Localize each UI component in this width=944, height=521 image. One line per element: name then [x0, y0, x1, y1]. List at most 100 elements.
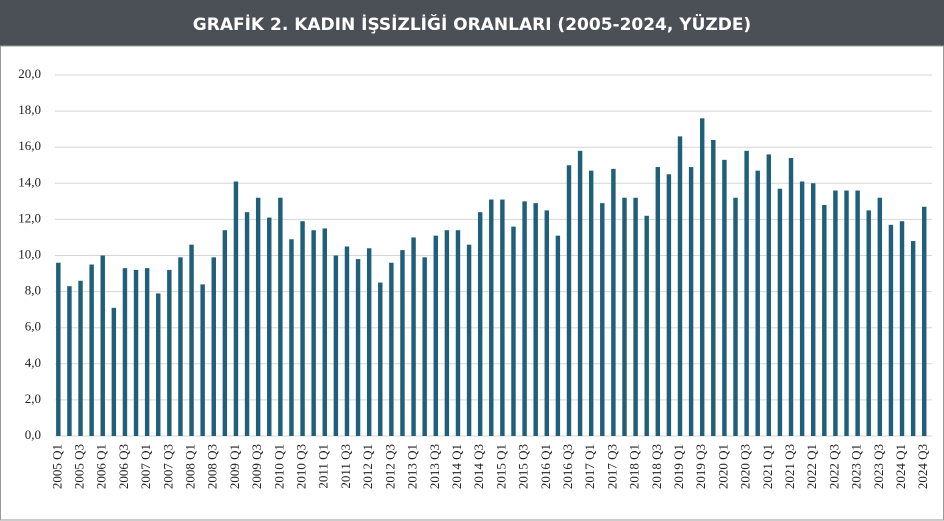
y-tick-label: 14,0 [18, 174, 41, 189]
bar [810, 183, 816, 436]
x-tick-label: 2016 Q1 [538, 444, 553, 489]
bar [400, 250, 405, 436]
bar [622, 197, 627, 436]
bar [533, 203, 538, 436]
x-tick-label: 2024 Q3 [915, 444, 930, 489]
bar [655, 167, 661, 436]
x-tick-label: 2009 Q3 [249, 444, 264, 489]
x-tick-label: 2018 Q1 [627, 444, 642, 489]
x-tick-label: 2022 Q1 [804, 444, 819, 489]
y-tick-label: 20,0 [18, 66, 41, 81]
x-tick-label: 2018 Q3 [649, 444, 664, 489]
bar [666, 174, 672, 436]
x-tick-label: 2017 Q1 [582, 444, 597, 489]
bar [855, 190, 860, 436]
bar [766, 154, 772, 437]
x-tick-label: 2013 Q3 [427, 444, 442, 489]
bar [489, 199, 494, 436]
bar [600, 203, 605, 436]
x-tick-label: 2010 Q1 [271, 444, 286, 489]
x-tick-label: 2015 Q1 [493, 444, 508, 489]
bar [233, 181, 239, 436]
bar [788, 158, 794, 436]
bar [822, 204, 827, 436]
bar [411, 237, 416, 436]
bar [200, 284, 205, 436]
x-tick-label: 2014 Q1 [449, 444, 464, 489]
bar [844, 190, 849, 436]
x-tick-label: 2005 Q1 [49, 444, 64, 489]
bar [311, 230, 316, 436]
x-tick-label: 2005 Q3 [72, 444, 87, 489]
bar [111, 307, 117, 436]
x-tick-label: 2006 Q1 [94, 444, 109, 489]
bar [866, 210, 871, 436]
x-tick-label: 2021 Q1 [760, 444, 775, 489]
bar [899, 221, 905, 436]
y-tick-label: 18,0 [18, 102, 41, 117]
x-tick-label: 2010 Q3 [294, 444, 309, 489]
bar [389, 262, 394, 436]
bar [178, 257, 183, 436]
bar [133, 269, 139, 436]
bar [255, 197, 261, 436]
x-tick-label: 2021 Q3 [782, 444, 797, 489]
bar [577, 150, 583, 436]
x-tick-label: 2007 Q1 [138, 444, 153, 489]
y-tick-label: 0,0 [25, 427, 41, 442]
bar [611, 168, 616, 437]
bar [877, 197, 883, 436]
y-tick-label: 12,0 [18, 210, 41, 225]
bar [278, 197, 283, 436]
bar [566, 165, 572, 436]
x-tick-label: 2017 Q3 [604, 444, 619, 489]
bar [699, 118, 705, 436]
bar [644, 215, 649, 436]
bar [755, 170, 760, 437]
bar [144, 268, 150, 436]
bar [222, 230, 228, 436]
x-tick-label: 2024 Q1 [893, 444, 908, 489]
bar [344, 246, 350, 436]
x-tick-label: 2011 Q1 [316, 444, 331, 489]
bar [444, 230, 450, 436]
y-tick-label: 8,0 [25, 283, 41, 298]
bar [56, 262, 61, 436]
bar [189, 244, 194, 436]
x-tick-label: 2023 Q3 [871, 444, 886, 489]
bar [522, 201, 527, 436]
bar [544, 210, 550, 436]
x-tick-label: 2007 Q3 [160, 444, 175, 489]
bar [156, 293, 161, 436]
y-tick-label: 6,0 [25, 319, 41, 334]
x-tick-label: 2012 Q3 [382, 444, 397, 489]
bar [733, 197, 738, 436]
x-tick-label: 2015 Q3 [516, 444, 531, 489]
bar [833, 190, 838, 436]
bar [211, 257, 216, 436]
y-tick-label: 2,0 [25, 391, 41, 406]
bar [355, 259, 361, 436]
x-tick-label: 2008 Q1 [183, 444, 198, 489]
x-tick-label: 2023 Q1 [849, 444, 864, 489]
bar [89, 264, 94, 436]
y-tick-label: 10,0 [18, 246, 41, 261]
bar [910, 241, 916, 436]
y-tick-label: 16,0 [18, 138, 41, 153]
bar [799, 181, 805, 436]
bar [300, 221, 305, 436]
bar [466, 244, 472, 436]
bar [67, 286, 72, 436]
bar [711, 139, 716, 437]
title-bar [0, 0, 944, 46]
bar [322, 228, 327, 436]
bar [122, 268, 128, 436]
x-tick-label: 2016 Q3 [560, 444, 575, 489]
bar [100, 255, 105, 436]
bar [922, 206, 927, 436]
bar [366, 248, 372, 436]
bar [333, 255, 339, 436]
bar [888, 224, 894, 436]
bar [289, 239, 294, 436]
